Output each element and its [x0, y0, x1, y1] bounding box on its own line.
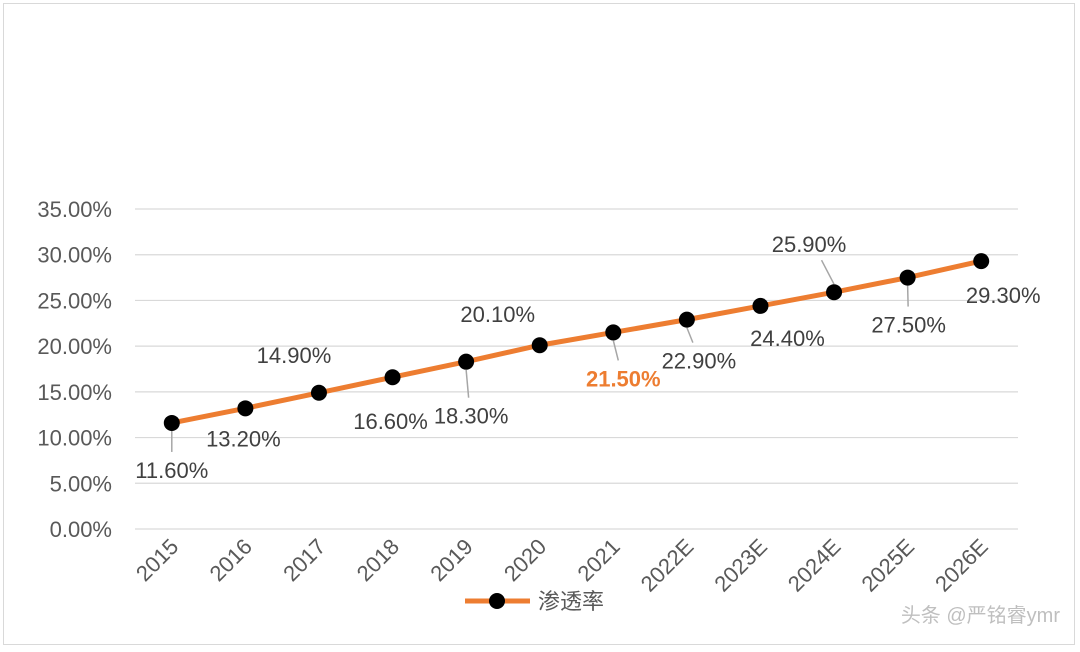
data-point	[531, 337, 548, 354]
x-tick-label: 2019	[425, 534, 477, 586]
data-label: 11.60%	[135, 458, 208, 483]
data-point	[384, 369, 401, 386]
data-point	[826, 284, 843, 301]
data-label: 14.90%	[257, 343, 332, 368]
chart-frame	[3, 3, 1075, 645]
y-tick-label: 35.00%	[37, 197, 112, 222]
x-tick-label: 2016	[205, 534, 257, 586]
y-tick-label: 30.00%	[37, 243, 112, 268]
y-tick-label: 5.00%	[50, 471, 112, 496]
data-point	[310, 384, 327, 401]
data-labels: 11.60% 13.20% 14.90% 16.60% 18.30% 20.10% 21.5…	[135, 232, 1040, 483]
data-point	[973, 253, 990, 270]
y-tick-label: 20.00%	[37, 334, 112, 359]
x-tick-label: 2018	[352, 534, 404, 586]
data-label: 27.50%	[871, 313, 946, 338]
data-point	[752, 297, 769, 314]
series-line	[169, 258, 984, 426]
data-point	[605, 324, 622, 341]
y-tick-label: 10.00%	[37, 426, 112, 451]
label-leader-lines	[171, 259, 909, 452]
data-label: 16.60%	[353, 409, 428, 434]
data-label: 29.30%	[966, 283, 1041, 308]
data-label: 20.10%	[460, 302, 535, 327]
data-point	[899, 269, 916, 286]
data-point	[237, 400, 254, 417]
x-tick-label: 2023E	[709, 534, 772, 597]
legend-marker	[489, 593, 505, 609]
data-label: 18.30%	[434, 404, 509, 429]
leader-line	[906, 285, 909, 307]
watermark-text: 头条 @严铭睿ymr	[901, 604, 1061, 627]
y-axis-ticks: 0.00% 5.00% 10.00% 15.00% 20.00% 25.00% 30.00%…	[37, 197, 112, 542]
x-tick-label: 2026E	[930, 534, 993, 597]
leader-line	[612, 340, 620, 361]
data-point	[163, 414, 180, 431]
data-label: 24.40%	[750, 326, 825, 351]
legend-label-penetration-rate: 渗透率	[538, 589, 604, 614]
x-axis-ticks: 2015 2016 2017 2018 2019 2020 2021 2022E 2023E 20…	[131, 534, 993, 597]
data-label: 13.20%	[206, 426, 281, 451]
data-label: 25.90%	[772, 232, 847, 257]
series-markers	[163, 253, 990, 431]
leader-line	[465, 369, 470, 398]
data-point	[458, 353, 475, 370]
gridlines	[135, 208, 1018, 530]
leader-line	[820, 259, 835, 285]
x-tick-label: 2024E	[783, 534, 846, 597]
series-line-layer	[169, 258, 984, 426]
y-tick-label: 0.00%	[50, 517, 112, 542]
y-tick-label: 15.00%	[37, 380, 112, 405]
legend: 渗透率	[465, 589, 604, 614]
data-label: 22.90%	[662, 349, 737, 374]
x-tick-label: 2022E	[636, 534, 699, 597]
data-point	[678, 311, 695, 328]
data-label: 21.50%	[586, 366, 661, 391]
x-tick-label: 2017	[278, 534, 330, 586]
x-tick-label: 2020	[499, 534, 551, 586]
leader-line	[686, 327, 694, 343]
x-tick-label: 2015	[131, 534, 183, 586]
x-tick-label: 2021	[573, 534, 625, 586]
y-tick-label: 25.00%	[37, 288, 112, 313]
x-tick-label: 2025E	[856, 534, 919, 597]
